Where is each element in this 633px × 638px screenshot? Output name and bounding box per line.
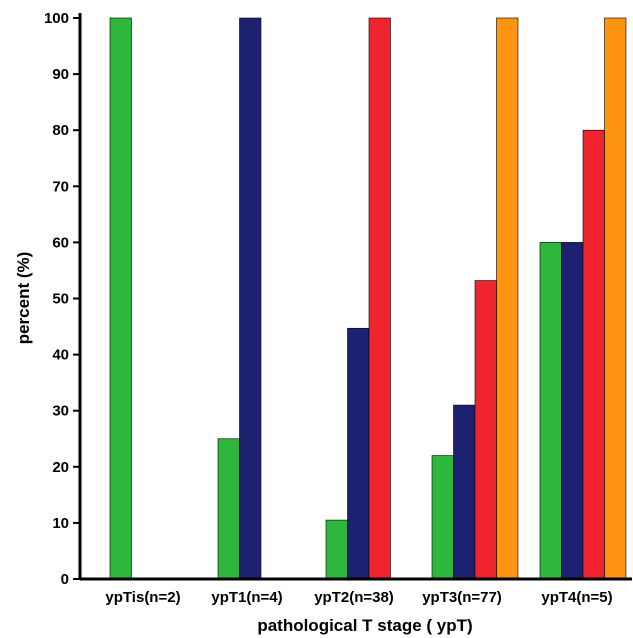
y-tick-label: 20 <box>52 459 69 476</box>
y-tick-label: 60 <box>52 234 69 251</box>
y-tick-label: 0 <box>61 571 69 588</box>
y-tick-label: 80 <box>52 122 69 139</box>
bar-ypt3-series-1 <box>431 455 454 580</box>
y-tick-label: 100 <box>44 10 69 27</box>
bar-ypt3-series-3 <box>474 280 497 580</box>
x-category-label: ypT2(n=38) <box>314 589 394 606</box>
x-category-label: ypT4(n=5) <box>541 589 612 606</box>
bar-ypt3-series-4 <box>496 17 519 580</box>
y-axis-ticks: 0 10 20 30 40 50 60 70 80 90 100 <box>44 10 80 588</box>
bars <box>109 17 627 580</box>
x-axis-category-labels: ypTis(n=2) ypT1(n=4) ypT2(n=38) ypT3(n=77) y… <box>105 589 612 606</box>
bar-ypt4-series-3 <box>582 129 605 580</box>
y-tick-label: 50 <box>52 291 69 308</box>
x-category-label: ypT1(n=4) <box>211 589 282 606</box>
y-tick-label: 10 <box>52 515 69 532</box>
bar-ypt4-series-2 <box>561 242 584 580</box>
y-tick-label: 70 <box>52 178 69 195</box>
x-category-label: ypT3(n=77) <box>422 589 502 606</box>
y-tick-label: 90 <box>52 66 69 83</box>
bar-ypt4-series-1 <box>539 242 562 580</box>
y-tick-label: 30 <box>52 403 69 420</box>
bar-ypt1-series-1 <box>217 438 240 580</box>
bar-ypt2-series-2 <box>347 327 370 580</box>
x-axis-title: pathological T stage ( ypT) <box>257 616 472 635</box>
x-category-label: ypTis(n=2) <box>105 589 180 606</box>
bar-yptis-series-1 <box>109 17 132 580</box>
y-tick-label: 40 <box>52 347 69 364</box>
bar-ypt3-series-2 <box>453 404 476 580</box>
bar-ypt1-series-2 <box>239 17 262 580</box>
bar-ypt4-series-4 <box>604 17 627 580</box>
bar-ypt2-series-1 <box>325 519 348 580</box>
y-axis-title: percent (%) <box>14 252 33 345</box>
bar-ypt2-series-3 <box>368 17 391 580</box>
